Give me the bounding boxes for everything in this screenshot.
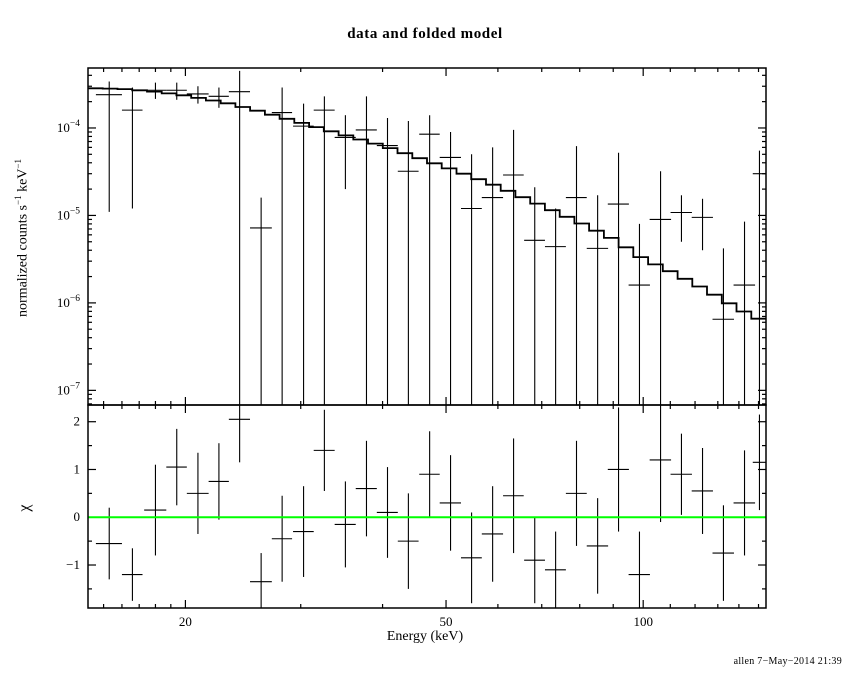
data-point — [355, 96, 377, 405]
y-axis-label-sup1: −1 — [13, 195, 23, 205]
panel-frame-residuals — [87, 404, 767, 609]
data-point — [334, 115, 356, 190]
data-point — [628, 223, 650, 405]
data-point — [376, 118, 398, 405]
data-point — [544, 208, 566, 405]
data-point — [95, 81, 122, 212]
svg-text:20: 20 — [179, 614, 192, 629]
data-point — [649, 171, 672, 405]
data-point — [313, 96, 335, 405]
data-point — [228, 405, 251, 463]
y-axis-label-spectrum: normalized counts s−1 keV−1 — [13, 58, 31, 418]
data-point — [271, 495, 293, 582]
tick-labels-spectrum: 10−4 10−5 10−6 10−7 — [57, 119, 80, 397]
data-point — [670, 195, 692, 242]
data-point — [524, 517, 545, 604]
data-point — [439, 131, 461, 405]
data-point — [166, 428, 187, 506]
ticks-residuals — [88, 405, 766, 608]
data-point — [313, 409, 335, 491]
data-point — [166, 82, 187, 100]
data-point — [649, 405, 672, 523]
data-point — [607, 407, 629, 532]
data-point — [334, 481, 356, 568]
data-point — [544, 531, 566, 608]
svg-text:0: 0 — [74, 509, 81, 524]
data-point — [733, 450, 756, 556]
model-step-line — [88, 87, 766, 320]
data-point — [460, 154, 482, 405]
data-point — [503, 438, 524, 554]
panel-residuals: −1 0 1 2 20 50 100 — [66, 404, 767, 629]
data-point — [95, 507, 122, 580]
data-point — [565, 440, 587, 546]
data-point — [628, 531, 650, 608]
data-point — [397, 121, 419, 405]
data-point — [293, 103, 314, 405]
x-axis-label: Energy (keV) — [386, 629, 464, 644]
y-axis-label-text: normalized counts s — [15, 205, 31, 317]
svg-text:10−4: 10−4 — [57, 119, 80, 135]
y-axis-label-chi: χ — [16, 504, 33, 512]
data-point — [250, 553, 272, 608]
data-point — [121, 548, 143, 601]
data-point — [186, 86, 209, 104]
y-axis-label-sup2: −1 — [13, 159, 23, 169]
data-point — [376, 467, 398, 558]
data-point — [752, 150, 766, 405]
svg-text:10−5: 10−5 — [57, 206, 80, 222]
svg-text:10−7: 10−7 — [57, 381, 80, 397]
data-point — [293, 486, 314, 577]
ticks-spectrum — [88, 68, 766, 405]
data-point — [250, 197, 272, 405]
data-points-residuals — [95, 405, 766, 608]
data-point — [208, 87, 229, 108]
tick-labels-residuals: −1 0 1 2 20 50 100 — [66, 414, 653, 629]
data-point — [691, 447, 713, 534]
data-point — [419, 431, 440, 518]
svg-text:100: 100 — [633, 614, 653, 629]
data-point — [186, 452, 209, 534]
svg-text:2: 2 — [74, 414, 81, 429]
data-point — [503, 129, 524, 405]
data-points-spectrum — [95, 70, 766, 405]
plot-signature: allen 7−May−2014 21:39 — [733, 656, 842, 667]
data-point — [733, 221, 756, 405]
data-point — [586, 498, 609, 594]
data-point — [607, 152, 629, 405]
data-point — [712, 248, 734, 405]
data-point — [355, 440, 377, 537]
data-point — [271, 87, 293, 405]
svg-text:10−6: 10−6 — [57, 294, 80, 310]
data-point — [144, 464, 167, 556]
y-axis-label-mid: keV — [15, 168, 31, 196]
data-point — [481, 486, 504, 582]
svg-text:−1: −1 — [66, 557, 80, 572]
data-point — [565, 146, 587, 405]
svg-text:1: 1 — [74, 461, 81, 476]
data-point — [439, 455, 461, 551]
data-point — [691, 198, 713, 251]
data-point — [228, 70, 251, 405]
data-point — [121, 87, 143, 209]
panel-spectrum: 10−4 10−5 10−6 10−7 — [57, 67, 767, 406]
data-point — [752, 414, 766, 511]
plot-title: data and folded model — [347, 26, 503, 42]
data-point — [460, 512, 482, 604]
panel-frame-spectrum — [87, 67, 767, 406]
svg-text:50: 50 — [440, 614, 453, 629]
data-point — [670, 433, 692, 515]
data-point — [208, 443, 229, 520]
data-point — [524, 187, 545, 405]
data-point — [481, 147, 504, 405]
data-point — [397, 493, 419, 589]
data-point — [712, 505, 734, 601]
